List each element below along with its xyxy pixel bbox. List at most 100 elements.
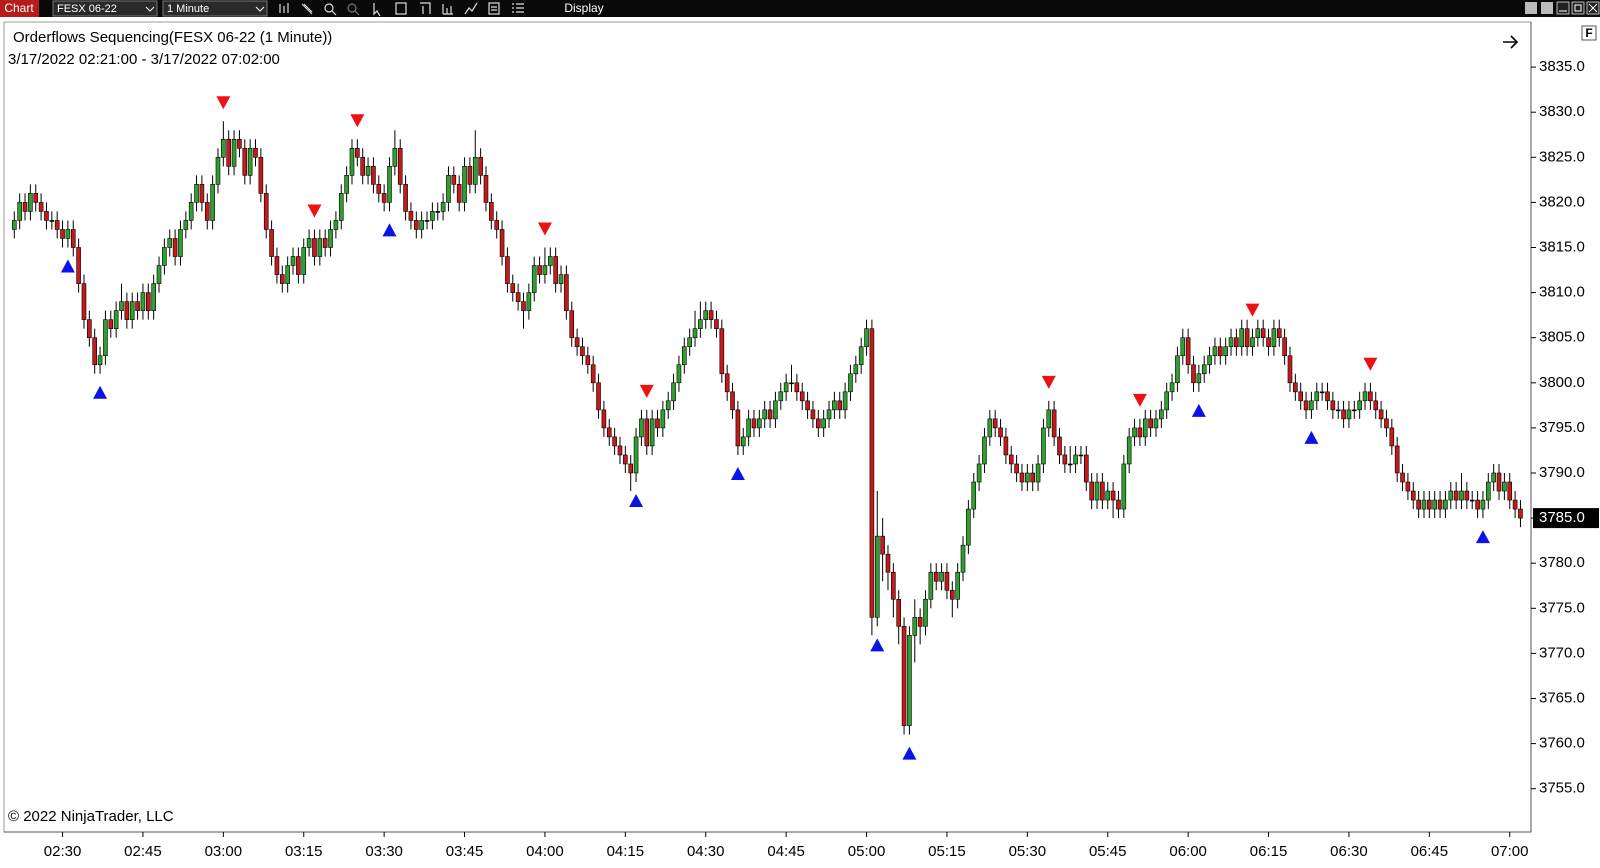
- candle-body: [1266, 337, 1271, 348]
- candle-body: [896, 598, 902, 627]
- candle-body: [1346, 409, 1352, 420]
- candle-body: [387, 166, 392, 203]
- candle-body: [1030, 472, 1035, 483]
- y-tick-label: 3760.0: [1539, 735, 1585, 752]
- candle-body: [70, 229, 76, 248]
- candle-body: [858, 346, 864, 366]
- candle-body: [1507, 481, 1513, 501]
- candle-body: [714, 319, 719, 329]
- toolbar-icons[interactable]: [279, 2, 524, 17]
- candle-body: [178, 229, 183, 257]
- candle-body: [97, 355, 103, 366]
- candle-body: [322, 238, 328, 248]
- candle-body: [1126, 436, 1132, 465]
- candle-body: [381, 193, 387, 203]
- candle-body: [1207, 355, 1212, 366]
- y-tick-label: 3755.0: [1539, 780, 1585, 797]
- candle-body: [687, 337, 692, 348]
- candle-body: [151, 283, 156, 311]
- candle-body: [1062, 454, 1068, 465]
- candle-body: [1169, 382, 1175, 393]
- candle-body: [462, 166, 467, 203]
- candle-body: [446, 175, 451, 203]
- candle-body: [65, 229, 71, 239]
- candle-body: [553, 256, 558, 284]
- candle-body: [1368, 391, 1373, 402]
- candle-body: [1191, 364, 1196, 384]
- candle-body: [1116, 499, 1121, 510]
- candle-body: [1496, 472, 1502, 492]
- candle-body: [113, 310, 119, 329]
- candle-body: [124, 301, 130, 320]
- candle-body: [848, 373, 853, 393]
- candle-body: [692, 328, 698, 339]
- candle-body: [483, 175, 489, 203]
- candle-body: [681, 346, 687, 366]
- x-tick-label: 05:00: [848, 843, 886, 860]
- candle-body: [521, 301, 526, 311]
- candle-body: [1137, 427, 1143, 438]
- candle-body: [601, 409, 607, 429]
- chart-tab[interactable]: [0, 0, 39, 17]
- candle-body: [971, 481, 977, 510]
- dropdown-arrow: [255, 6, 265, 12]
- y-tick-label: 3790.0: [1539, 464, 1585, 481]
- candle-body: [628, 463, 634, 474]
- candle-body: [204, 202, 210, 221]
- candle-body: [746, 418, 751, 438]
- candle-body: [1448, 490, 1454, 501]
- candle-body: [1303, 400, 1309, 411]
- candle-body: [724, 373, 730, 393]
- scroll-arrow[interactable]: [1503, 35, 1519, 49]
- candle-body: [1035, 463, 1041, 483]
- candle-body: [1384, 418, 1389, 429]
- candle-body: [1309, 400, 1314, 411]
- x-tick-label: 06:45: [1411, 843, 1449, 860]
- interval-select[interactable]: [162, 0, 268, 17]
- candle-body: [757, 418, 762, 429]
- candle-body: [1239, 328, 1245, 348]
- candle-body: [419, 220, 424, 230]
- candle-body: [805, 400, 810, 411]
- candle-body: [944, 571, 950, 591]
- candle-body: [660, 409, 666, 429]
- window-buttons[interactable]: [1525, 1, 1600, 15]
- candle-body: [1003, 436, 1009, 456]
- sell-signal: [1245, 303, 1260, 317]
- candle-body: [1094, 481, 1100, 501]
- candle-body: [735, 409, 741, 447]
- candle-body: [108, 319, 114, 329]
- y-tick-label: 3835.0: [1539, 58, 1585, 75]
- candle-body: [874, 535, 880, 618]
- candle-body: [531, 265, 537, 293]
- candle-body: [794, 382, 800, 393]
- buy-signal: [902, 746, 917, 760]
- x-tick-label: 04:15: [607, 843, 645, 860]
- candle-body: [901, 626, 907, 726]
- panel-button[interactable]: [1581, 25, 1597, 41]
- candle-body: [547, 256, 553, 266]
- candle-body: [1475, 499, 1480, 510]
- candle-body: [933, 571, 939, 582]
- candle-body: [451, 175, 457, 185]
- candle-body: [864, 328, 869, 348]
- candle-body: [558, 274, 564, 284]
- instrument-select[interactable]: [52, 0, 158, 17]
- candle-body: [1502, 481, 1507, 492]
- copyright: © 2022 NinjaTrader, LLC: [8, 808, 174, 825]
- candle-body: [708, 310, 714, 320]
- candle-body: [1432, 499, 1437, 510]
- display-menu[interactable]: Display: [564, 1, 603, 15]
- candle-body: [1469, 499, 1475, 502]
- candle-body: [992, 418, 998, 429]
- candle-body: [939, 571, 944, 582]
- candle-body: [1121, 463, 1127, 510]
- buy-signal: [60, 259, 75, 273]
- candle-body: [1491, 472, 1496, 483]
- sell-signal: [1041, 375, 1056, 389]
- x-tick-label: 02:45: [124, 843, 162, 860]
- candle-body: [1067, 463, 1073, 466]
- x-tick-label: 04:45: [767, 843, 805, 860]
- candle-body: [33, 193, 39, 203]
- candle-body: [1464, 490, 1470, 501]
